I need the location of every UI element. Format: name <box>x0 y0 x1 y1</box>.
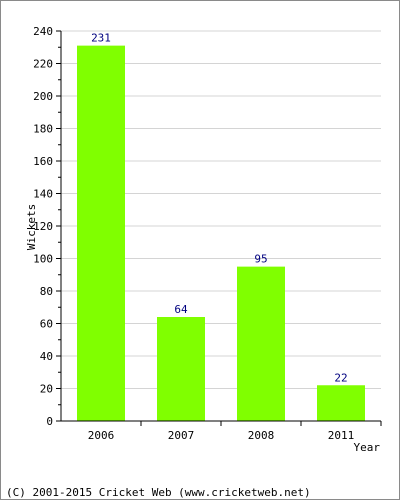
x-tick-label: 2007 <box>168 429 195 442</box>
data-label: 231 <box>91 32 111 45</box>
data-label: 95 <box>254 253 267 266</box>
bar-2007 <box>157 317 205 421</box>
y-tick-label: 220 <box>33 58 53 71</box>
data-label: 64 <box>174 303 188 316</box>
y-tick-label: 60 <box>40 318 53 331</box>
axes: 0 20 40 60 80 100 120 140 160 180 200 220 240 2006 200… <box>33 25 382 442</box>
y-tick-label: 160 <box>33 155 53 168</box>
y-tick-label: 200 <box>33 90 53 103</box>
y-axis-title: Wickets <box>25 204 38 250</box>
data-labels: 231 64 95 22 <box>91 32 348 385</box>
copyright-text: (C) 2001-2015 Cricket Web (www.cricketwe… <box>6 486 311 499</box>
bar-2011 <box>317 385 365 421</box>
bar-2006 <box>77 45 125 421</box>
y-tick-label: 80 <box>40 285 53 298</box>
data-label: 22 <box>334 371 347 384</box>
y-tick-label: 20 <box>40 383 53 396</box>
x-tick-label: 2008 <box>248 429 275 442</box>
bars <box>77 45 365 421</box>
y-tick-label: 240 <box>33 25 53 38</box>
y-tick-label: 100 <box>33 253 53 266</box>
x-tick-label: 2011 <box>328 429 355 442</box>
x-tick-label: 2006 <box>88 429 115 442</box>
y-tick-label: 120 <box>33 220 53 233</box>
y-tick-label: 140 <box>33 188 53 201</box>
y-tick-label: 0 <box>46 415 53 428</box>
x-axis-title: Year <box>354 441 381 454</box>
y-tick-label: 40 <box>40 350 53 363</box>
bar-2008 <box>237 266 285 421</box>
y-tick-label: 180 <box>33 123 53 136</box>
